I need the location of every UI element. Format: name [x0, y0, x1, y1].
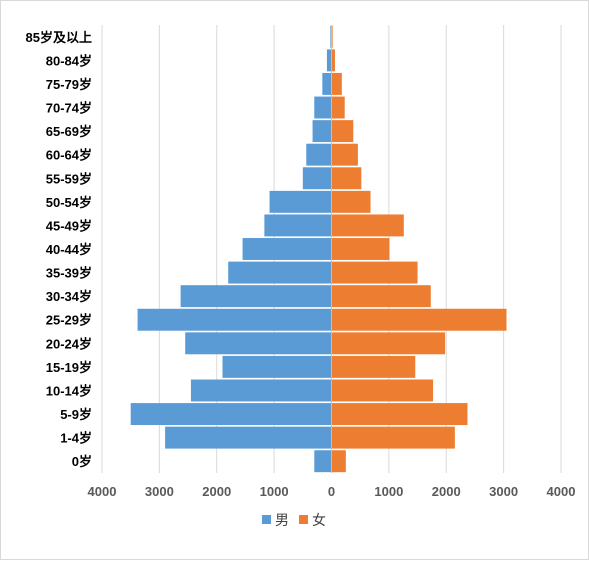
- bar-female-1: [331, 426, 455, 449]
- legend-swatch-female: [299, 515, 308, 524]
- bar-female-2: [331, 403, 468, 426]
- legend-label-male: 男: [275, 512, 289, 528]
- category-label: 40-44岁: [46, 242, 92, 257]
- bar-female-18: [331, 25, 333, 48]
- x-tick-label: 2000: [202, 484, 231, 499]
- bar-female-12: [331, 167, 362, 190]
- legend: 男女: [262, 512, 326, 528]
- bar-female-0: [331, 450, 346, 473]
- bar-female-14: [331, 120, 354, 143]
- category-label: 45-49岁: [46, 218, 92, 233]
- bar-female-13: [331, 143, 358, 166]
- category-label: 5-9岁: [60, 407, 92, 422]
- bar-male-13: [306, 143, 332, 166]
- bar-female-16: [331, 72, 342, 95]
- x-tick-label: 2000: [432, 484, 461, 499]
- bar-male-7: [180, 285, 332, 308]
- bar-male-6: [137, 308, 332, 331]
- category-label: 10-14岁: [46, 383, 92, 398]
- bar-male-12: [302, 167, 332, 190]
- bar-male-10: [264, 214, 332, 237]
- bar-male-1: [165, 426, 332, 449]
- bar-female-8: [331, 261, 418, 284]
- category-label: 80-84岁: [46, 53, 92, 68]
- category-label: 60-64岁: [46, 148, 92, 163]
- bar-female-3: [331, 379, 434, 402]
- bar-female-15: [331, 96, 345, 119]
- category-label: 20-24岁: [46, 336, 92, 351]
- bar-male-15: [314, 96, 332, 119]
- bar-female-10: [331, 214, 404, 237]
- category-label: 85岁及以上: [26, 30, 92, 45]
- x-tick-label: 4000: [88, 484, 117, 499]
- category-label: 30-34岁: [46, 289, 92, 304]
- x-tick-labels: 4000 3000 2000 1000 0 1000 2000 3000 4000: [88, 484, 576, 499]
- legend-swatch-male: [262, 515, 271, 524]
- legend-label-female: 女: [312, 512, 326, 528]
- category-labels: 0岁 1-4岁 5-9岁 10-14岁 15-19岁 20-24岁 25-29岁 30-34岁…: [26, 30, 92, 469]
- bar-female-17: [331, 49, 335, 72]
- bar-female-5: [331, 332, 446, 355]
- bar-male-3: [190, 379, 332, 402]
- category-label: 65-69岁: [46, 124, 92, 139]
- bar-male-4: [222, 355, 332, 378]
- bar-male-5: [185, 332, 332, 355]
- bar-male-17: [326, 49, 332, 72]
- bar-female-7: [331, 285, 431, 308]
- x-tick-label: 1000: [374, 484, 403, 499]
- bar-male-18: [330, 25, 332, 48]
- category-label: 0岁: [72, 454, 92, 469]
- category-label: 25-29岁: [46, 313, 92, 328]
- bar-female-9: [331, 238, 390, 260]
- bar-female-6: [331, 308, 507, 331]
- bar-male-14: [312, 120, 332, 143]
- x-tick-label: 3000: [145, 484, 174, 499]
- x-tick-label: 4000: [547, 484, 576, 499]
- x-tick-label: 1000: [260, 484, 289, 499]
- bar-male-9: [242, 238, 332, 260]
- category-label: 55-59岁: [46, 171, 92, 186]
- bar-male-16: [322, 72, 332, 95]
- category-label: 15-19岁: [46, 360, 92, 375]
- x-tick-label: 0: [328, 484, 335, 499]
- bar-male-2: [130, 403, 332, 426]
- category-label: 50-54岁: [46, 195, 92, 210]
- category-label: 75-79岁: [46, 77, 92, 92]
- bar-female-4: [331, 355, 416, 378]
- bar-male-0: [314, 450, 332, 473]
- category-label: 1-4岁: [60, 431, 92, 446]
- bar-male-8: [228, 261, 332, 284]
- bars: [130, 25, 507, 473]
- x-tick-label: 3000: [489, 484, 518, 499]
- category-label: 35-39岁: [46, 266, 92, 281]
- bar-male-11: [269, 190, 332, 213]
- bar-female-11: [331, 190, 371, 213]
- category-label: 70-74岁: [46, 101, 92, 116]
